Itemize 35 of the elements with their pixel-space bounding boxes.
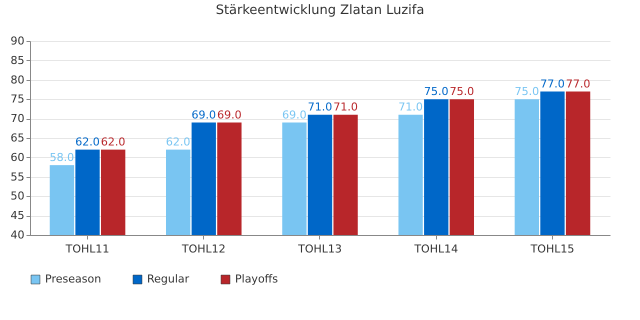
legend-label: Playoffs [235, 272, 278, 286]
y-tick-label: 90 [10, 34, 24, 48]
y-tick-label: 70 [10, 112, 24, 126]
data-label: 62.0 [166, 136, 190, 149]
x-tick-label: TOHL15 [530, 242, 574, 256]
data-label: 69.0 [282, 108, 307, 122]
data-label: 69.0 [192, 108, 216, 122]
x-tick-label: TOHL14 [413, 242, 458, 256]
y-tick-label: 65 [10, 132, 24, 144]
data-label: 75.0 [450, 85, 474, 98]
data-label: 62.0 [75, 136, 100, 149]
data-label: 77.0 [566, 77, 590, 90]
x-tick-label: TOHL12 [180, 242, 226, 256]
x-tick-label: TOHL13 [297, 242, 342, 256]
legend-label: Preseason [45, 272, 102, 286]
data-label: 71.0 [333, 100, 358, 114]
y-tick-label: 45 [10, 209, 24, 222]
data-label: 77.0 [540, 77, 565, 90]
data-label: 75.0 [424, 85, 448, 98]
y-tick-label: 50 [10, 190, 24, 203]
x-tick-label: TOHL11 [64, 242, 110, 256]
y-tick-label: 85 [10, 54, 24, 67]
data-label: 58.0 [50, 151, 74, 164]
data-label: 69.0 [217, 108, 242, 122]
legend-label: Regular [147, 272, 190, 286]
data-label: 75.0 [514, 85, 540, 98]
y-tick-label: 55 [10, 170, 24, 184]
y-tick-label: 40 [10, 228, 24, 242]
chart-title: Stärkeentwicklung Zlatan Luzifa [216, 3, 424, 18]
y-tick-label: 60 [10, 150, 24, 164]
data-label: 71.0 [398, 100, 423, 114]
data-label: 62.0 [100, 136, 126, 149]
data-label: 71.0 [308, 100, 332, 114]
y-tick-label: 75 [10, 92, 24, 106]
y-tick-label: 80 [10, 73, 24, 86]
